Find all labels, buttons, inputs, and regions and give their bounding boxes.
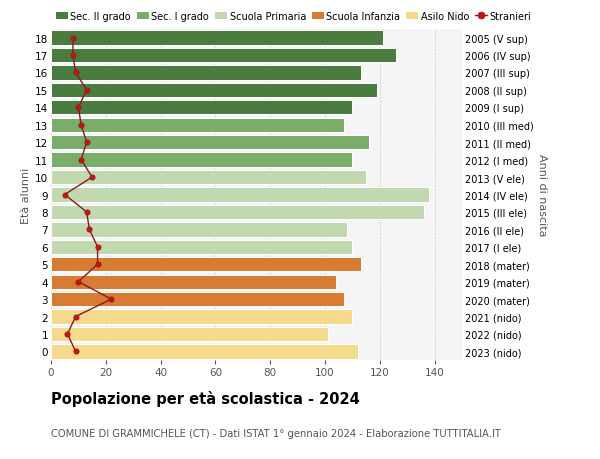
Bar [51, 345, 358, 359]
Bar [51, 310, 352, 324]
Legend: Sec. II grado, Sec. I grado, Scuola Primaria, Scuola Infanzia, Asilo Nido, Stran: Sec. II grado, Sec. I grado, Scuola Prim… [56, 11, 532, 22]
Bar [51, 153, 352, 168]
Bar [51, 327, 328, 341]
Y-axis label: Anni di nascita: Anni di nascita [538, 154, 547, 236]
Bar [51, 205, 424, 219]
Bar [51, 136, 369, 150]
Bar [51, 292, 344, 307]
Bar [51, 31, 383, 45]
Bar [51, 66, 361, 80]
Text: COMUNE DI GRAMMICHELE (CT) - Dati ISTAT 1° gennaio 2024 - Elaborazione TUTTITALI: COMUNE DI GRAMMICHELE (CT) - Dati ISTAT … [51, 428, 501, 438]
Bar [51, 49, 396, 63]
Bar [51, 223, 347, 237]
Bar [51, 118, 344, 133]
Bar [51, 101, 352, 115]
Bar [51, 240, 352, 254]
Bar [51, 257, 361, 272]
Text: Popolazione per età scolastica - 2024: Popolazione per età scolastica - 2024 [51, 390, 360, 406]
Bar [51, 84, 377, 98]
Y-axis label: Età alunni: Età alunni [21, 167, 31, 223]
Bar [51, 188, 429, 202]
Bar [51, 275, 336, 289]
Bar [51, 171, 366, 185]
